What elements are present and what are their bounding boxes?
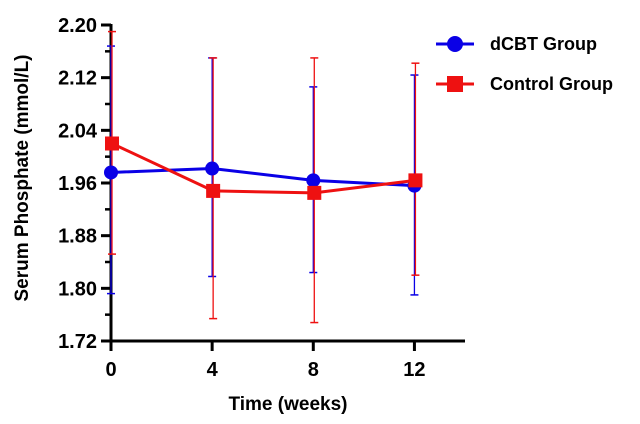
legend-marker — [447, 36, 463, 52]
data-point — [408, 173, 423, 188]
y-tick-label: 2.12 — [58, 68, 97, 90]
legend: dCBT Group Control Group — [436, 34, 613, 94]
series-line — [110, 167, 415, 188]
x-tick-label: 12 — [403, 359, 425, 381]
y-tick-label: 1.72 — [58, 331, 97, 353]
y-axis-title: Serum Phosphate (mmol/L) — [12, 54, 33, 301]
data-point — [306, 173, 321, 188]
y-tick-label: 1.88 — [58, 226, 97, 248]
series-lines — [110, 142, 416, 195]
legend-label: Control Group — [490, 74, 613, 94]
y-tick-label: 2.20 — [58, 15, 97, 37]
data-point — [206, 183, 221, 198]
y-tick-label: 1.80 — [58, 278, 97, 300]
error-bars — [107, 30, 420, 324]
y-tick-label: 1.96 — [58, 173, 97, 195]
x-axis-title: Time (weeks) — [229, 394, 348, 415]
tick-labels: 1.72 1.80 1.88 1.96 2.04 2.12 2.20 0 4 8 12 — [58, 15, 425, 381]
legend-label: dCBT Group — [490, 34, 597, 54]
legend-marker — [447, 76, 463, 92]
data-point — [104, 165, 118, 180]
data-point — [105, 136, 119, 151]
data-point — [205, 161, 220, 176]
x-tick-label: 8 — [308, 359, 319, 381]
series-markers — [104, 136, 423, 200]
series-line — [111, 142, 416, 195]
data-point — [307, 185, 322, 200]
x-tick-label: 4 — [207, 359, 219, 381]
y-tick-label: 2.04 — [58, 120, 98, 142]
x-tick-label: 0 — [105, 359, 116, 381]
